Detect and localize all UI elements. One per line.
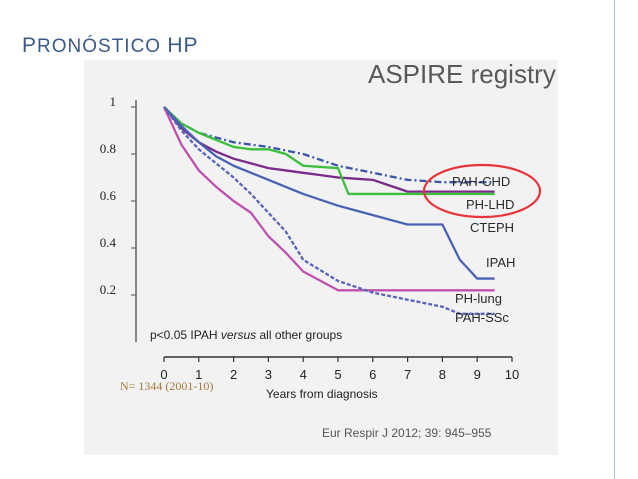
x-tick-label: 3 xyxy=(265,367,272,382)
legend-label-ph-lung: PH-lung xyxy=(455,291,502,306)
x-axis: 0 1 2 3 4 5 6 7 8 9 10 xyxy=(160,356,519,382)
x-tick-label: 8 xyxy=(439,367,446,382)
x-axis-label: Years from diagnosis xyxy=(266,387,378,401)
series-line-cteph xyxy=(163,106,495,196)
legend-label-ipah: IPAH xyxy=(486,255,515,270)
chart-title: ASPIRE registry xyxy=(368,59,556,89)
series-line-ipah xyxy=(163,106,495,280)
series-line-pah-ssc xyxy=(163,106,495,315)
x-tick-label: 5 xyxy=(334,367,341,382)
pvalue-italic: versus xyxy=(221,328,256,342)
x-tick-label: 1 xyxy=(195,367,202,382)
figure-panel xyxy=(84,60,558,455)
x-tick-label: 10 xyxy=(505,367,519,382)
pvalue-suffix: all other groups xyxy=(256,328,342,342)
slide-title-hp: HP xyxy=(167,34,199,57)
legend-label-cteph: CTEPH xyxy=(470,220,514,235)
y-tick-label: 0.2 xyxy=(100,282,116,297)
x-tick-label: 9 xyxy=(474,367,481,382)
y-tick-label: 0.4 xyxy=(100,235,117,250)
citation: Eur Respir J 2012; 39: 945–955 xyxy=(322,426,492,440)
legend-label-ph-lhd: PH-LHD xyxy=(466,197,514,212)
x-tick-label: 0 xyxy=(160,367,167,382)
series-line-pah-chd xyxy=(163,106,495,184)
y-tick-label: 1 xyxy=(110,94,117,109)
x-tick-label: 2 xyxy=(230,367,237,382)
y-axis: 1 0.8 0.6 0.4 0.2 xyxy=(100,94,137,342)
pvalue-annotation: p<0.05 IPAH versus all other groups xyxy=(150,328,342,342)
slide-title-initial: P xyxy=(22,34,38,57)
sample-note: N= 1344 (2001-10) xyxy=(120,379,213,393)
x-tick-label: 6 xyxy=(369,367,376,382)
legend-label-pah-ssc: PAH-SSc xyxy=(455,310,509,325)
slide-title: PRONÓSTICO HP xyxy=(22,34,199,58)
x-tick-label: 4 xyxy=(300,367,307,382)
series-line-ph-lhd xyxy=(163,106,495,193)
x-tick-label: 7 xyxy=(404,367,411,382)
right-border-rule xyxy=(614,0,615,479)
y-tick-label: 0.8 xyxy=(100,141,116,156)
pvalue-prefix: p<0.05 IPAH xyxy=(150,328,221,342)
highlight-circle xyxy=(422,163,542,219)
y-tick-label: 0.6 xyxy=(100,188,117,203)
series-line-ph-lung xyxy=(162,106,495,292)
slide-title-rest: RONÓSTICO xyxy=(37,36,162,57)
series-layer xyxy=(162,106,495,315)
legend-layer: PAH-CHD PH-LHD CTEPH IPAH PH-lung PAH-SSc xyxy=(452,174,515,325)
legend-label-pah-chd: PAH-CHD xyxy=(452,174,510,189)
